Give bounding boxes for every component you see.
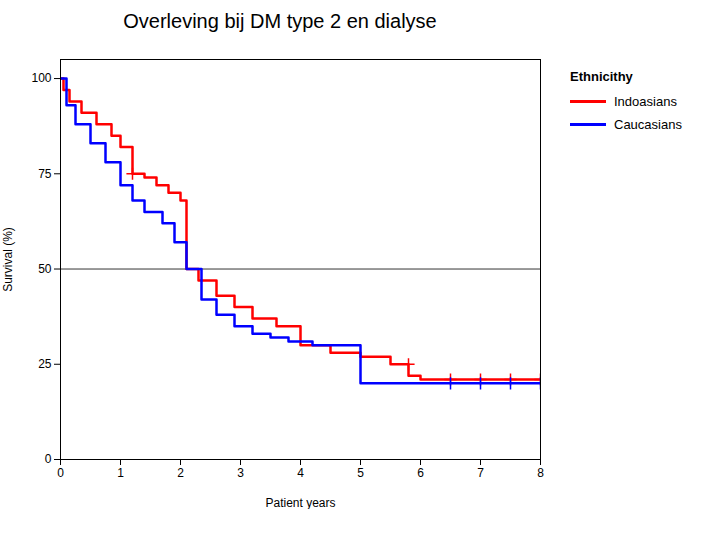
html-text:Ethnicithy: Ethnicithy (570, 69, 633, 84)
html-text:Overleving bij DM type 2 en di: Overleving bij DM type 2 en dialyse (123, 10, 437, 32)
svg-text:75: 75 (38, 167, 52, 181)
svg-text:5: 5 (357, 466, 364, 480)
svg-text:8: 8 (537, 466, 544, 480)
svg-text:0: 0 (57, 466, 64, 480)
svg-text:25: 25 (38, 357, 52, 371)
svg-text:1: 1 (117, 466, 124, 480)
svg-text:Survival (%): Survival (%) (1, 227, 15, 292)
svg-text:100: 100 (31, 71, 51, 85)
svg-text:50: 50 (38, 262, 52, 276)
svg-text:2: 2 (177, 466, 184, 480)
html-text:Caucasians: Caucasians (614, 117, 682, 132)
svg-text:6: 6 (417, 466, 424, 480)
html-text:Indoasians: Indoasians (614, 94, 677, 109)
svg-text:7: 7 (477, 466, 484, 480)
svg-text:3: 3 (237, 466, 244, 480)
svg-text:Patient years: Patient years (265, 496, 335, 510)
svg-text:4: 4 (297, 466, 304, 480)
svg-text:0: 0 (45, 452, 52, 466)
